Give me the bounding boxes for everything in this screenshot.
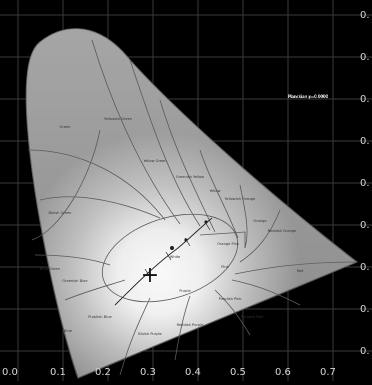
region-label: Yellowish Green (104, 117, 132, 121)
region-label: Green (60, 125, 71, 129)
region-boundaries (27, 39, 358, 376)
x-tick: 0.1 (50, 367, 66, 378)
x-tick: 0.4 (185, 367, 201, 378)
legend-line: Planckian y=0.0000 (288, 94, 329, 99)
x-tick: 0.7 (320, 367, 336, 378)
region-label: Greenish Blue (62, 279, 88, 283)
region-label: Orange Pink (217, 242, 240, 246)
y-tick: 0. (360, 52, 370, 63)
y-tick: 0. (360, 304, 370, 315)
region-label: Yellowish Orange (225, 197, 256, 201)
gamut-top-shade (26, 28, 358, 379)
region-label: Blue Green (40, 267, 60, 271)
x-tick: 0.3 (140, 367, 156, 378)
region-label: Red (297, 269, 304, 273)
y-tick: 0. (360, 94, 370, 105)
region-label: Pink (221, 265, 229, 269)
y-tick: 0. (360, 346, 370, 357)
locus-point (204, 220, 208, 224)
y-tick: 0. (360, 178, 370, 189)
region-label: Bluish Green (49, 211, 72, 215)
region-label: Reddish Purple (177, 323, 205, 327)
planckian-locus (114, 217, 213, 306)
legend-line: Planckian x=0.0000 (288, 94, 329, 99)
region-label: White (170, 255, 181, 259)
region-label: Blue (64, 329, 73, 333)
legend-line: Planckian y=0.0000 (288, 94, 329, 99)
region-label: Greenish Yellow (176, 175, 204, 179)
region-label: Purplish Pink (219, 297, 243, 301)
region-labels: Green Yellowish Green Yellow Green Green… (40, 117, 303, 336)
locus-point (170, 246, 174, 250)
y-tick: 0. (360, 136, 370, 147)
region-label: Yellow Green (143, 159, 166, 163)
region-label: Yellow (209, 189, 220, 193)
locus-point (184, 238, 188, 242)
cross-marker: + (141, 263, 159, 288)
region-label: Purplish Red (241, 315, 263, 319)
svg-text:+: + (141, 263, 159, 288)
legend-line: Planckian x=0.0000 (288, 94, 329, 99)
region-label: Purple (179, 289, 191, 293)
region-label: Bluish Purple (138, 332, 162, 336)
region-label: Purplish Blue (88, 315, 112, 319)
y-tick: 0. (360, 10, 370, 21)
x-tick: 0.2 (95, 367, 111, 378)
region-label: Orange (253, 219, 267, 223)
x-tick: 0.0 (2, 367, 18, 378)
x-tick: 0.6 (275, 367, 291, 378)
y-tick: 0. (360, 220, 370, 231)
y-tick: 0. (360, 262, 370, 273)
region-label: Reddish Orange (268, 229, 297, 233)
legend-line: Planckian x=0.0000 (288, 94, 329, 99)
legend-line: Planckian y=0.0000 (288, 94, 329, 99)
x-tick: 0.5 (230, 367, 246, 378)
